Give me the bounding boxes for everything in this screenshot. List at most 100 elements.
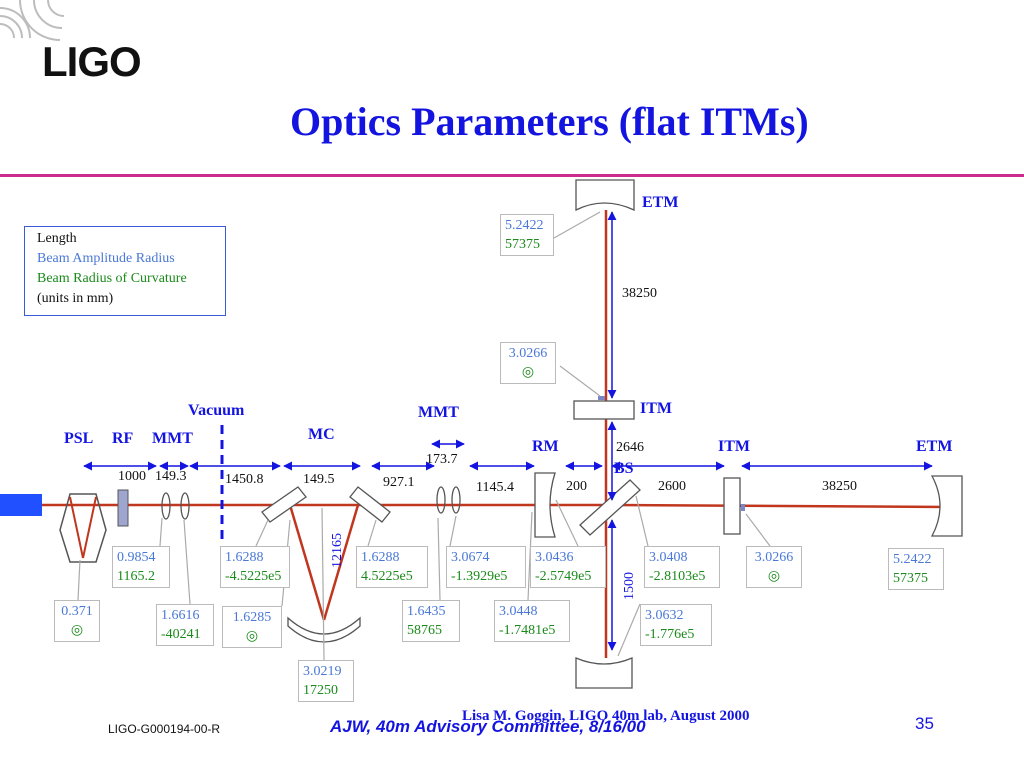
box-rf: 0.9854 1165.2: [112, 546, 170, 588]
box-psl: 0.371 ◎: [54, 600, 100, 642]
mc-in-amplitude: 1.6288: [225, 550, 264, 565]
label-mc: MC: [308, 426, 335, 443]
mc-end-amplitude: 3.0219: [303, 664, 342, 679]
rf-amplitude: 0.9854: [117, 550, 156, 565]
rm-mirror: [534, 472, 556, 538]
bs-x-curvature: -2.8103e5: [649, 569, 706, 584]
mc-end-curvature: 17250: [303, 683, 338, 698]
etm-x-amplitude: 5.2422: [893, 552, 932, 567]
psl-curvature: ◎: [70, 623, 84, 638]
mmt2-lenses: [436, 486, 461, 514]
etm-x-mirror: [930, 475, 963, 537]
mc-mirrors: [261, 486, 391, 643]
bs-x-amplitude: 3.0408: [649, 550, 688, 565]
length-173-7: 173.7: [426, 452, 458, 467]
length-200: 200: [566, 479, 587, 494]
label-rf: RF: [112, 430, 134, 447]
mmt2a-amplitude: 1.6435: [407, 604, 446, 619]
length-1145-4: 1145.4: [476, 480, 514, 495]
etm-y-mirror: [575, 179, 635, 212]
length-38250-y: 38250: [622, 286, 657, 301]
page-number: 35: [915, 714, 934, 733]
footer-center: AJW, 40m Advisory Committee, 8/16/00: [330, 717, 646, 736]
label-etm-y: ETM: [642, 194, 679, 211]
label-mmt1: MMT: [152, 430, 193, 447]
etm-y-curvature: 57375: [505, 237, 540, 252]
mc-out-curvature: 4.5225e5: [361, 569, 413, 584]
length-12165: 12165: [330, 533, 345, 568]
label-vacuum: Vacuum: [188, 402, 245, 419]
ligo-logo: LIGO: [42, 38, 142, 85]
box-mc-in: 1.6288 -4.5225e5: [220, 546, 290, 588]
beam-mc-in: [288, 504, 326, 621]
rf-element: [117, 489, 129, 527]
itm-x-amplitude: 3.0266: [754, 550, 794, 565]
legend-units: (units in mm): [37, 291, 114, 306]
mc-in-curvature: -4.5225e5: [225, 569, 282, 584]
box-bs-x: 3.0408 -2.8103e5: [644, 546, 720, 588]
bs-mirror: [579, 479, 641, 536]
legend-curvature: Beam Radius of Curvature: [37, 271, 187, 286]
bs-y-amplitude: 3.0632: [645, 608, 684, 623]
itm-y-amplitude: 3.0266: [508, 346, 548, 361]
length-927-1: 927.1: [383, 475, 415, 490]
box-mc-out: 1.6288 4.5225e5: [356, 546, 428, 588]
rf-curvature: 1165.2: [117, 569, 155, 584]
mc-out-amplitude: 1.6288: [361, 550, 400, 565]
label-rm: RM: [532, 438, 559, 455]
bs-y-mirror: [575, 657, 633, 689]
label-itm-x: ITM: [718, 438, 750, 455]
box-rm-in: 3.0448 -1.7481e5: [494, 600, 570, 642]
label-itm-y: ITM: [640, 400, 672, 417]
label-psl: PSL: [64, 430, 94, 447]
box-bs-y: 3.0632 -1.776e5: [640, 604, 712, 646]
etm-y-amplitude: 5.2422: [505, 218, 544, 233]
logo-arcs: [0, 0, 65, 41]
footer-author: Lisa M. Goggin, LIGO 40m lab, August 200…: [462, 708, 750, 724]
mc-waist-amplitude: 1.6285: [232, 610, 272, 625]
psl-amplitude: 0.371: [61, 604, 93, 619]
length-38250-x: 38250: [822, 479, 857, 494]
length-149-3: 149.3: [155, 469, 187, 484]
box-mmt2b: 3.0674 -1.3929e5: [446, 546, 526, 588]
rm-in-amplitude: 3.0448: [499, 604, 538, 619]
label-mmt2: MMT: [418, 404, 459, 421]
mmt2b-curvature: -1.3929e5: [451, 569, 508, 584]
box-etm-x: 5.2422 57375: [888, 548, 944, 590]
mmt1-lenses: [161, 492, 190, 520]
footer-doc-id: LIGO-G000194-00-R: [108, 722, 221, 736]
beam-x-arm: [605, 503, 951, 509]
rm-in-curvature: -1.7481e5: [499, 623, 556, 638]
beam-mc-out: [322, 504, 360, 621]
box-itm-y: 3.0266 ◎: [500, 342, 556, 384]
rm-out-amplitude: 3.0436: [535, 550, 574, 565]
itm-x-mirror: [723, 477, 741, 535]
etm-x-curvature: 57375: [893, 571, 928, 586]
length-2646: 2646: [616, 440, 644, 455]
length-1450-8: 1450.8: [225, 472, 264, 487]
label-bs: BS: [614, 460, 634, 477]
rm-out-curvature: -2.5749e5: [535, 569, 592, 584]
itm-x-curvature: ◎: [767, 569, 781, 584]
psl-element: [59, 493, 107, 563]
box-etm-y: 5.2422 57375: [500, 214, 554, 256]
legend-amplitude: Beam Amplitude Radius: [37, 251, 175, 266]
box-mmt1a: 1.6616 -40241: [156, 604, 214, 646]
mmt1a-amplitude: 1.6616: [161, 608, 200, 623]
box-rm-out: 3.0436 -2.5749e5: [530, 546, 606, 588]
mmt1a-curvature: -40241: [161, 627, 201, 642]
mmt2a-curvature: 58765: [407, 623, 442, 638]
mc-waist-curvature: ◎: [245, 629, 259, 644]
laser-input-block: [0, 494, 42, 516]
length-1500: 1500: [622, 572, 637, 600]
label-etm-x: ETM: [916, 438, 953, 455]
legend-length: Length: [37, 231, 77, 246]
length-1000: 1000: [118, 469, 146, 484]
title-divider: [0, 174, 1024, 177]
box-mc-waist: 1.6285 ◎: [222, 606, 282, 648]
legend-box: Length Beam Amplitude Radius Beam Radius…: [24, 226, 226, 316]
itm-y-mirror: [573, 400, 635, 420]
box-mmt2a: 1.6435 58765: [402, 600, 460, 642]
mmt2b-amplitude: 3.0674: [451, 550, 490, 565]
